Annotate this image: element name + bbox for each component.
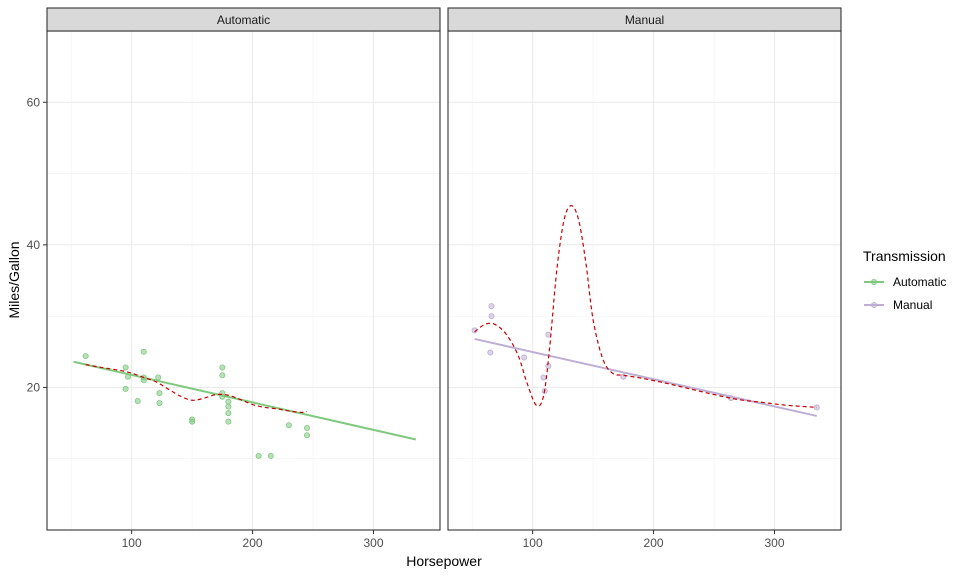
legend: Transmission Automatic Manual xyxy=(863,248,946,312)
facet-panel-manual: Manual 100 200 300 xyxy=(447,7,842,550)
x-tick-label: 300 xyxy=(363,536,383,550)
data-point xyxy=(620,373,627,380)
data-point xyxy=(122,385,129,392)
data-point xyxy=(285,422,292,429)
data-point xyxy=(156,390,163,397)
x-tick-label: 100 xyxy=(523,536,543,550)
data-point xyxy=(267,452,274,459)
data-point xyxy=(155,374,162,381)
data-point xyxy=(219,372,226,379)
data-point xyxy=(255,452,262,459)
data-point xyxy=(303,425,310,432)
data-point xyxy=(156,400,163,407)
data-point xyxy=(122,364,129,371)
data-point xyxy=(225,410,232,417)
legend-item: Automatic xyxy=(864,275,946,289)
legend-label: Manual xyxy=(893,298,932,312)
data-point xyxy=(134,397,141,404)
data-point xyxy=(225,418,232,425)
legend-key-point xyxy=(871,301,878,308)
legend-label: Automatic xyxy=(893,275,946,289)
data-point xyxy=(140,348,147,355)
legend-key-point xyxy=(871,278,878,285)
data-point xyxy=(225,398,232,405)
x-axis-title: Horsepower xyxy=(406,553,482,569)
x-tick-label: 200 xyxy=(243,536,263,550)
data-point xyxy=(813,404,820,411)
y-tick-label: 40 xyxy=(27,238,41,252)
data-point xyxy=(189,418,196,425)
facet-strip xyxy=(447,7,842,32)
panel-background xyxy=(448,31,841,530)
facet-strip-label: Automatic xyxy=(217,13,270,27)
x-tick-label: 300 xyxy=(764,536,784,550)
smooth-curve xyxy=(474,205,817,408)
panel-data-layer xyxy=(471,205,820,417)
facet-strip xyxy=(46,7,441,32)
data-point xyxy=(225,403,232,410)
data-point xyxy=(521,354,528,361)
data-point xyxy=(540,374,547,381)
data-point xyxy=(82,353,89,360)
data-point xyxy=(488,303,495,310)
data-point xyxy=(487,349,494,356)
legend-item: Manual xyxy=(864,298,932,312)
x-tick-label: 200 xyxy=(644,536,664,550)
legend-title: Transmission xyxy=(863,248,946,264)
facet-strip-label: Manual xyxy=(625,13,664,27)
panel-background xyxy=(47,31,440,530)
facet-panel-automatic: Automatic 100 200 300 20 40 60 xyxy=(27,7,441,550)
data-point xyxy=(219,364,226,371)
y-tick-label: 20 xyxy=(27,380,41,394)
linear-fit-line xyxy=(474,337,818,417)
linear-fit-line xyxy=(73,360,417,441)
data-point xyxy=(303,432,310,439)
y-axis-title: Miles/Gallon xyxy=(6,241,22,318)
data-point xyxy=(488,313,495,320)
panel-data-layer xyxy=(73,348,417,459)
x-tick-label: 100 xyxy=(122,536,142,550)
y-tick-label: 60 xyxy=(27,95,41,109)
